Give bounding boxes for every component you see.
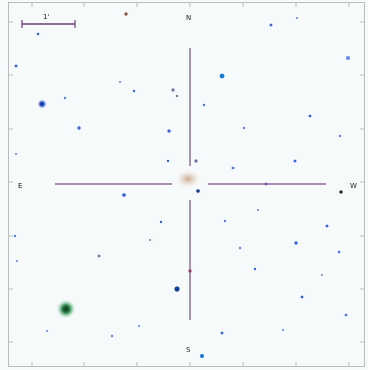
- star: [346, 56, 350, 60]
- star: [46, 330, 48, 332]
- star: [296, 17, 298, 19]
- star: [175, 94, 179, 98]
- star: [339, 190, 343, 194]
- compass-south: S: [186, 346, 191, 354]
- star: [194, 159, 198, 163]
- star: [36, 32, 40, 36]
- star: [293, 159, 297, 163]
- star: [77, 126, 81, 130]
- star: [269, 23, 273, 27]
- star: [344, 313, 348, 317]
- star: [337, 250, 341, 254]
- star: [16, 260, 18, 262]
- star: [308, 114, 312, 118]
- star: [202, 103, 206, 107]
- target-galaxy: [174, 169, 202, 189]
- star: [238, 246, 242, 250]
- star: [13, 234, 17, 238]
- star: [132, 89, 136, 93]
- star: [149, 239, 151, 241]
- compass-east: E: [18, 182, 22, 190]
- star: [325, 224, 329, 228]
- star: [159, 220, 163, 224]
- star: [122, 193, 126, 197]
- star: [300, 295, 304, 299]
- chart-frame: [8, 2, 365, 367]
- star: [196, 189, 200, 193]
- bright-blue-star: [37, 99, 47, 109]
- star: [174, 286, 180, 292]
- scale-bar-label: 1': [43, 13, 49, 21]
- star: [242, 126, 246, 130]
- star-field: [13, 12, 350, 358]
- scale-bar: [21, 20, 76, 28]
- star: [15, 153, 17, 155]
- star: [63, 96, 67, 100]
- star: [257, 209, 259, 211]
- star: [219, 73, 225, 79]
- star: [294, 241, 298, 245]
- star: [282, 329, 284, 331]
- star: [171, 88, 175, 92]
- star: [338, 134, 342, 138]
- star: [167, 129, 171, 133]
- star: [253, 267, 257, 271]
- star: [119, 81, 121, 83]
- star: [220, 331, 224, 335]
- compass-west: W: [350, 182, 357, 190]
- star: [223, 219, 227, 223]
- star: [138, 325, 140, 327]
- star: [124, 12, 128, 16]
- star: [321, 274, 323, 276]
- star: [200, 354, 204, 358]
- star: [166, 159, 170, 163]
- frame-ticks: [9, 3, 364, 366]
- star: [14, 64, 18, 68]
- compass-north: N: [186, 14, 191, 22]
- crosshair: [55, 48, 326, 320]
- bright-green-star: [56, 299, 76, 319]
- star: [110, 334, 114, 338]
- star: [97, 254, 101, 258]
- star: [231, 166, 235, 170]
